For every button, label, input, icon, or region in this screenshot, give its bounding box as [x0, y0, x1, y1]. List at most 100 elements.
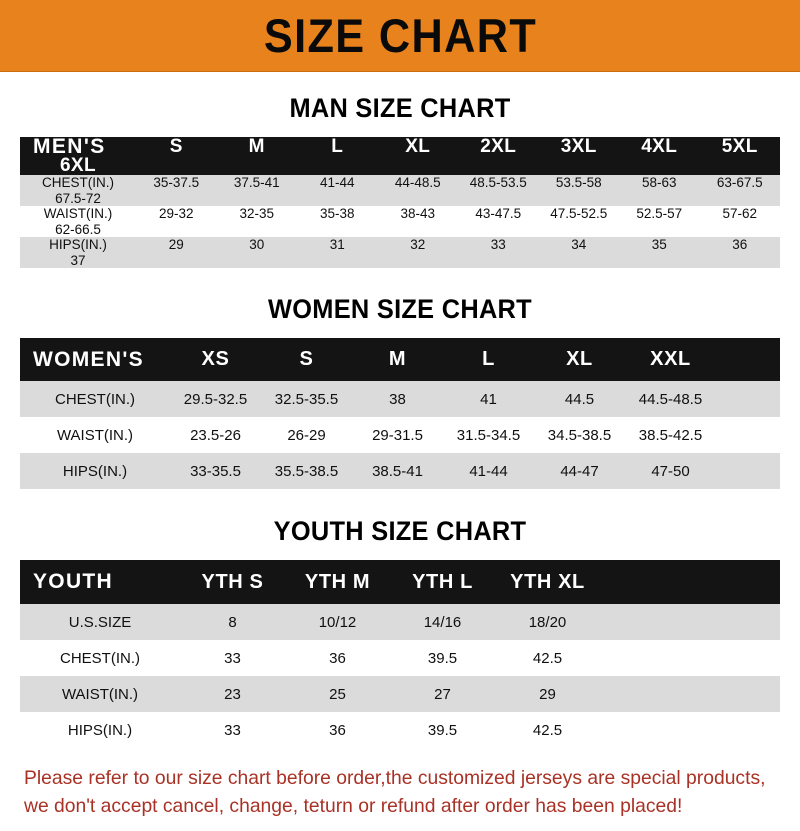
table-row: CHEST(IN.) 33 36 39.5 42.5 [20, 640, 780, 676]
youth-chest-l: 39.5 [427, 649, 458, 667]
youth-size-section: YOUTH SIZE CHART YOUTH YTH S YTH M YTH L… [20, 489, 780, 748]
men-header-label: MEN'S [33, 134, 106, 158]
men-waist-4xl: 52.5-57 [636, 206, 683, 222]
youth-waist-s: 23 [224, 685, 241, 703]
women-chest-xxl: 44.5-48.5 [638, 390, 703, 408]
youth-waist-l: 27 [434, 685, 451, 703]
youth-section-title: YOUTH SIZE CHART [273, 516, 527, 546]
youth-header-size-s: YTH S [201, 570, 264, 593]
men-header-size-5xl: 5XL [721, 135, 758, 157]
disclaimer-line-2: we don't accept cancel, change, teturn o… [24, 795, 683, 818]
youth-ussize-l: 14/16 [423, 613, 462, 631]
men-waist-s: 29-32 [158, 206, 194, 222]
women-hips-xs: 33-35.5 [190, 462, 241, 480]
women-header-size-xs: XS [201, 348, 230, 370]
men-chest-label: CHEST(IN.) [42, 175, 114, 191]
youth-chest-xl: 42.5 [532, 649, 563, 667]
women-chest-xl: 44.5 [564, 390, 595, 408]
table-row: WAIST(IN.) 23.5-26 26-29 29-31.5 31.5-34… [20, 417, 780, 453]
table-row: U.S.SIZE 8 10/12 14/16 18/20 [20, 604, 780, 640]
women-header-label: WOMEN'S [33, 347, 144, 371]
youth-hips-m: 36 [329, 721, 346, 739]
men-waist-xl: 38-43 [400, 206, 436, 222]
women-table-header-row: WOMEN'S XS S M L XL XXL [20, 338, 780, 381]
men-size-table: MEN'S S M L XL 2XL 3XL 4XL 5XL 6XL CHEST… [20, 134, 780, 268]
youth-table-header-row: YOUTH YTH S YTH M YTH L YTH XL [20, 560, 780, 604]
youth-hips-xl: 42.5 [532, 721, 563, 739]
women-chest-m: 38 [389, 390, 406, 408]
disclaimer-line-1: Please refer to our size chart before or… [24, 767, 766, 789]
youth-header-label: YOUTH [33, 570, 113, 593]
table-row: WAIST(IN.) 23 25 27 29 [20, 676, 780, 712]
women-hips-l: 41-44 [469, 462, 508, 480]
men-hips-5xl: 36 [732, 237, 748, 253]
charts-container: MAN SIZE CHART MEN'S S M L XL 2XL 3XL 4X… [0, 72, 800, 748]
women-header-size-s: S [299, 348, 314, 370]
youth-ussize-m: 10/12 [318, 613, 357, 631]
men-hips-xl: 32 [410, 237, 426, 253]
men-header-size-4xl: 4XL [641, 135, 678, 157]
youth-hips-label: HIPS(IN.) [67, 721, 133, 739]
men-header-size-s: S [169, 135, 183, 157]
table-row: HIPS(IN.) 33-35.5 35.5-38.5 38.5-41 41-4… [20, 453, 780, 489]
women-waist-l: 31.5-34.5 [456, 426, 521, 444]
men-chest-l: 41-44 [319, 175, 355, 191]
men-hips-label: HIPS(IN.) [49, 237, 107, 253]
women-waist-m: 29-31.5 [372, 426, 423, 444]
man-size-section: MAN SIZE CHART MEN'S S M L XL 2XL 3XL 4X… [20, 72, 780, 268]
women-chest-xs: 29.5-32.5 [183, 390, 248, 408]
women-waist-label: WAIST(IN.) [56, 426, 134, 444]
men-hips-2xl: 33 [490, 237, 506, 253]
youth-ussize-s: 8 [228, 613, 237, 631]
youth-size-table: YOUTH YTH S YTH M YTH L YTH XL U.S.SIZE … [20, 560, 780, 748]
youth-ussize-label: U.S.SIZE [68, 613, 132, 631]
women-header-size-l: L [482, 348, 495, 370]
women-header-size-m: M [388, 348, 407, 370]
men-waist-l: 35-38 [319, 206, 355, 222]
women-chest-label: CHEST(IN.) [55, 390, 135, 408]
men-chest-m: 37.5-41 [233, 175, 280, 191]
men-hips-s: 29 [168, 237, 184, 253]
men-chest-2xl: 48.5-53.5 [469, 175, 527, 191]
youth-header-size-xl: YTH XL [510, 570, 585, 593]
men-waist-3xl: 47.5-52.5 [550, 206, 608, 222]
men-header-size-6xl: 6XL [59, 154, 97, 176]
men-chest-4xl: 58-63 [641, 175, 677, 191]
men-waist-5xl: 57-62 [722, 206, 758, 222]
men-hips-l: 31 [329, 237, 345, 253]
women-hips-s: 35.5-38.5 [274, 462, 339, 480]
women-header-size-xl: XL [566, 348, 593, 370]
men-waist-2xl: 43-47.5 [475, 206, 522, 222]
youth-chest-m: 36 [329, 649, 346, 667]
women-size-table: WOMEN'S XS S M L XL XXL CHEST(IN.) 29.5-… [20, 338, 780, 489]
women-chest-s: 32.5-35.5 [274, 390, 339, 408]
table-row: HIPS(IN.) 29 30 31 32 33 34 35 36 37 [20, 237, 780, 268]
women-hips-m: 38.5-41 [372, 462, 423, 480]
table-row: HIPS(IN.) 33 36 39.5 42.5 [20, 712, 780, 748]
women-waist-xxl: 38.5-42.5 [638, 426, 703, 444]
women-size-section: WOMEN SIZE CHART WOMEN'S XS S M L XL XXL… [20, 268, 780, 489]
youth-header-size-l: YTH L [412, 570, 473, 593]
women-section-title: WOMEN SIZE CHART [268, 294, 532, 324]
men-waist-6xl: 62-66.5 [55, 221, 101, 237]
page-banner: SIZE CHART [0, 0, 800, 72]
men-waist-m: 32-35 [239, 206, 275, 222]
page-title: SIZE CHART [263, 9, 537, 62]
men-hips-6xl: 37 [70, 252, 86, 268]
men-waist-label: WAIST(IN.) [43, 206, 113, 222]
men-table-header-row: MEN'S S M L XL 2XL 3XL 4XL 5XL 6XL [20, 134, 780, 176]
table-row: CHEST(IN.) 29.5-32.5 32.5-35.5 38 41 44.… [20, 381, 780, 417]
women-chest-l: 41 [480, 390, 497, 408]
youth-waist-xl: 29 [539, 685, 556, 703]
men-chest-s: 35-37.5 [153, 175, 200, 191]
women-hips-label: HIPS(IN.) [62, 462, 128, 480]
men-hips-4xl: 35 [651, 237, 667, 253]
men-header-size-m: M [248, 135, 265, 157]
women-hips-xl: 44-47 [560, 462, 599, 480]
table-row: WAIST(IN.) 29-32 32-35 35-38 38-43 43-47… [20, 206, 780, 237]
youth-chest-s: 33 [224, 649, 241, 667]
men-hips-m: 30 [249, 237, 265, 253]
men-header-size-l: L [331, 135, 344, 157]
men-hips-3xl: 34 [571, 237, 587, 253]
